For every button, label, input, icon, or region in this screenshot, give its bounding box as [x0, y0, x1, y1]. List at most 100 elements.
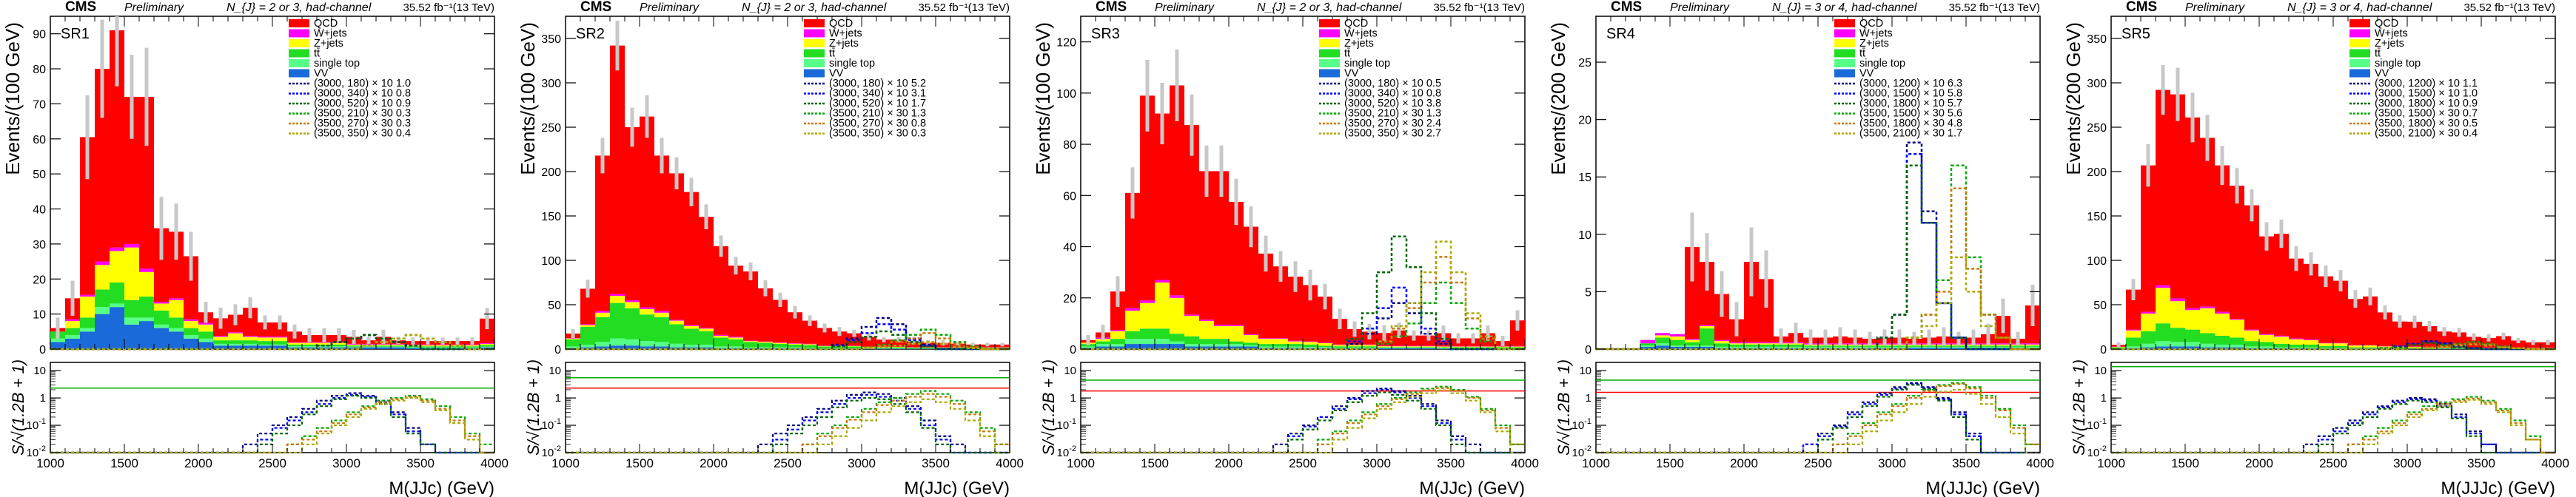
bar-zjets [1670, 336, 1685, 340]
bar-wjets [1155, 280, 1170, 283]
bar-zjets [684, 325, 699, 329]
x-tick-label: 2000 [2245, 456, 2273, 470]
ratio-signal-line [566, 398, 1010, 454]
bar-vv [1877, 348, 1892, 349]
bar-singletop [2170, 342, 2185, 347]
bar-vv [2289, 348, 2304, 349]
legend-label: QCD [314, 18, 338, 30]
bar-zjets [1347, 345, 1362, 347]
bar-tt [2244, 341, 2259, 347]
bar-tt [566, 339, 580, 347]
bar-qcd [891, 339, 906, 347]
bar-vv [198, 342, 213, 349]
legend-label: W+jets [829, 28, 862, 40]
bar-vv [213, 345, 228, 349]
bar-wjets [773, 342, 788, 343]
bar-qcd [1229, 201, 1244, 325]
bar-wjets [2141, 311, 2156, 314]
bar-singletop [580, 345, 595, 348]
x-tick-label: 1500 [110, 456, 138, 470]
x-tick-label: 3000 [848, 456, 876, 470]
bar-qcd [625, 127, 640, 300]
bar-zjets [258, 337, 272, 342]
bar-wjets [1214, 325, 1229, 326]
bar-vv [1936, 348, 1951, 349]
bar-tt [817, 346, 832, 348]
bar-qcd [2289, 258, 2304, 339]
bar-qcd [80, 137, 95, 295]
y-tick-label: 100 [1056, 88, 1076, 101]
bar-singletop [595, 342, 610, 347]
legend-label: QCD [1859, 18, 1883, 30]
bar-zjets [2025, 344, 2040, 346]
bar-singletop [1877, 346, 1892, 348]
bar-vv [465, 348, 480, 349]
bar-vv [1907, 348, 1922, 349]
bar-singletop [1258, 346, 1273, 348]
bar-qcd [1244, 226, 1258, 334]
bar-wjets [2348, 345, 2363, 346]
bar-tt [1362, 346, 1377, 348]
bar-tt [332, 344, 346, 347]
bar-tt [1966, 345, 1981, 347]
y-axis-label: Events/(100 GeV) [1, 22, 24, 175]
bar-zjets [2274, 337, 2289, 344]
bar-tt [139, 296, 154, 318]
x-tick-label: 2500 [774, 456, 802, 470]
bar-wjets [2333, 342, 2348, 344]
panel-name: SR1 [61, 26, 90, 42]
x-axis-label: M(JJc) (GeV) [1419, 479, 1525, 497]
bar-wjets [361, 343, 376, 345]
bar-tt [847, 346, 862, 348]
bar-wjets [198, 322, 213, 325]
bar-vv [1862, 348, 1877, 349]
bar-wjets [714, 334, 728, 336]
x-tick-label: 1000 [1067, 456, 1095, 470]
bar-zjets [1199, 320, 1214, 339]
bar-vv [862, 348, 876, 349]
bar-wjets [2156, 285, 2170, 288]
signal-line [1081, 240, 1525, 351]
bar-tt [1981, 345, 1996, 347]
bar-vv [1640, 346, 1655, 349]
bar-zjets [640, 309, 654, 315]
bar-vv [1685, 346, 1700, 349]
bar-singletop [1803, 346, 1818, 348]
bar-wjets [243, 336, 258, 337]
legend-swatch [2349, 19, 2370, 27]
bar-zjets [2141, 314, 2156, 331]
y-tick-label: 250 [2087, 122, 2107, 135]
bar-vv [332, 347, 346, 349]
y-tick-label: 0 [1585, 344, 1591, 356]
bar-qcd [1125, 192, 1140, 308]
bar-vv [891, 348, 906, 349]
legend-swatch [1834, 39, 1855, 47]
bar-singletop [1640, 345, 1655, 347]
bar-wjets [317, 342, 332, 343]
bar-tt [1125, 331, 1140, 339]
bar-vv [1774, 348, 1788, 349]
x-tick-label: 3000 [1878, 456, 1906, 470]
bar-tt [95, 289, 110, 308]
bar-wjets [1700, 325, 1714, 326]
bar-zjets [2363, 345, 2378, 348]
bar-tt [1640, 343, 1655, 346]
y-tick-label: 200 [2087, 166, 2107, 179]
x-tick-label: 1500 [1656, 456, 1684, 470]
bar-zjets [1303, 342, 1318, 345]
bar-tt [773, 343, 788, 348]
bar-vv [847, 348, 862, 349]
legend-label: (3000, 180) × 10 0.5 [1344, 78, 1441, 89]
x-tick-label: 3000 [332, 456, 360, 470]
ratio-y-tick-label: 10-2 [2087, 444, 2107, 459]
bar-tt [2318, 345, 2333, 348]
y-axis-label: Events/(100 GeV) [1032, 22, 1054, 175]
bar-qcd [2126, 289, 2141, 330]
bar-zjets [743, 341, 758, 342]
bar-singletop [1273, 346, 1288, 348]
y-tick-label: 350 [2087, 33, 2107, 46]
legend-swatch [289, 39, 309, 47]
x-tick-label: 2000 [184, 456, 212, 470]
bar-tt [65, 328, 80, 336]
bar-singletop [1155, 339, 1170, 345]
